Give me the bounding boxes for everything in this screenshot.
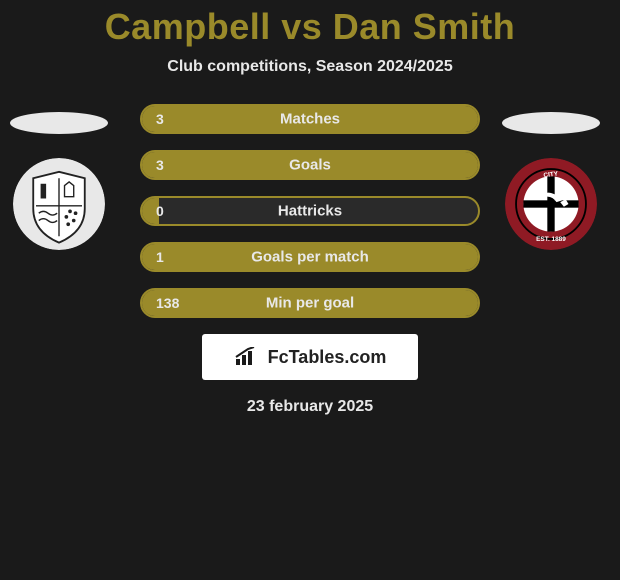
bar-min-per-goal: 138 Min per goal bbox=[140, 288, 480, 318]
stats-infographic: Campbell vs Dan Smith Club competitions,… bbox=[0, 0, 620, 416]
logo-text: FcTables.com bbox=[268, 347, 387, 368]
page-title: Campbell vs Dan Smith bbox=[105, 6, 516, 48]
left-club-crest bbox=[13, 158, 105, 250]
right-club-crest: CITY EST. 1889 bbox=[505, 158, 597, 250]
date-label: 23 february 2025 bbox=[247, 398, 373, 416]
bar-goals-per-match: 1 Goals per match bbox=[140, 242, 480, 272]
bar-value: 138 bbox=[156, 295, 179, 311]
bar-label: Min per goal bbox=[266, 295, 354, 312]
bar-value: 1 bbox=[156, 249, 164, 265]
bar-goals: 3 Goals bbox=[140, 150, 480, 180]
stat-bars: 3 Matches 3 Goals 0 Hattricks 1 Goals pe… bbox=[140, 104, 480, 318]
bar-value: 0 bbox=[156, 203, 164, 219]
bar-label: Hattricks bbox=[278, 203, 342, 220]
bar-matches: 3 Matches bbox=[140, 104, 480, 134]
svg-text:EST. 1889: EST. 1889 bbox=[536, 236, 566, 243]
bar-value: 3 bbox=[156, 111, 164, 127]
bar-label: Goals per match bbox=[251, 249, 369, 266]
chart-icon bbox=[234, 347, 262, 367]
left-ellipse-shadow bbox=[10, 112, 108, 134]
bar-hattricks: 0 Hattricks bbox=[140, 196, 480, 226]
bar-value: 3 bbox=[156, 157, 164, 173]
content-area: 3 Matches 3 Goals 0 Hattricks 1 Goals pe… bbox=[0, 104, 620, 318]
fctables-logo: FcTables.com bbox=[202, 334, 418, 380]
bar-label: Matches bbox=[280, 111, 340, 128]
right-player-column: CITY EST. 1889 bbox=[502, 104, 600, 250]
right-ellipse-shadow bbox=[502, 112, 600, 134]
page-subtitle: Club competitions, Season 2024/2025 bbox=[167, 58, 452, 76]
bar-label: Goals bbox=[289, 157, 331, 174]
left-player-column bbox=[10, 104, 108, 250]
